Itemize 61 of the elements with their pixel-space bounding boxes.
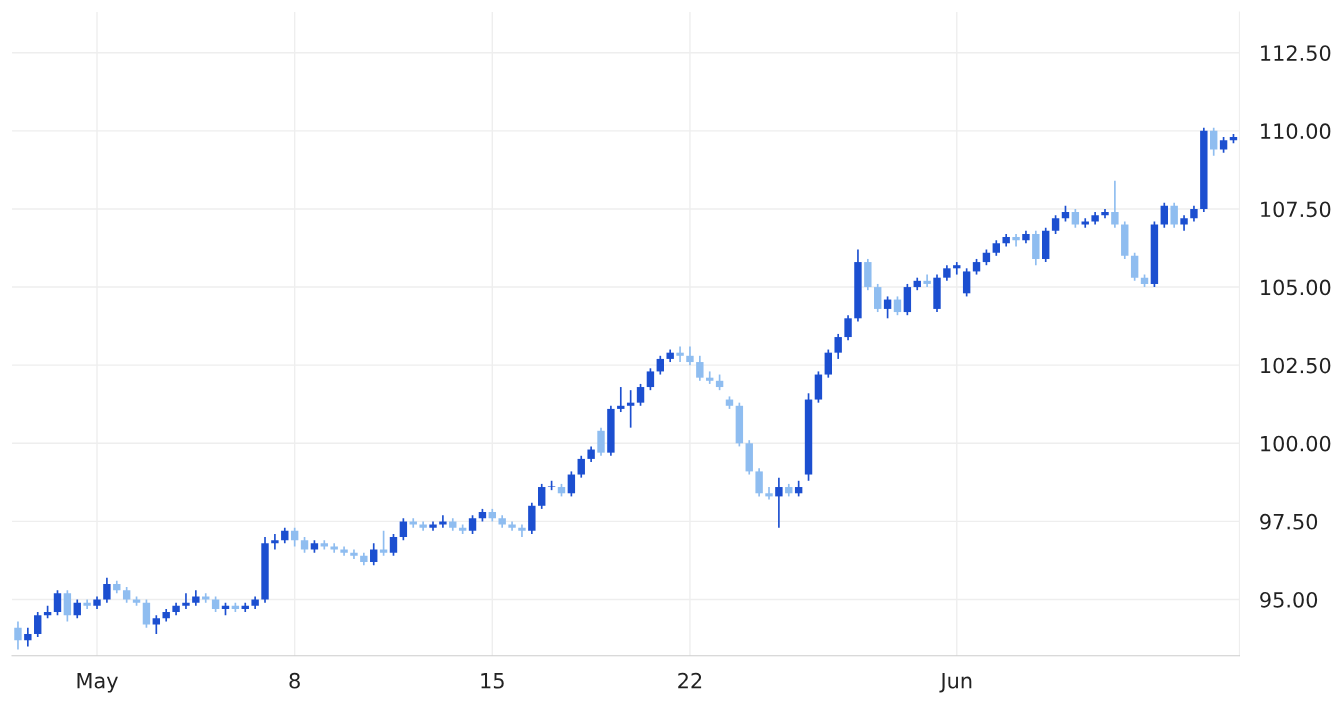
candlestick: [755, 467, 763, 498]
y-tick-label: 110.00: [1261, 123, 1331, 140]
candlestick: [399, 517, 408, 541]
candlestick: [686, 345, 694, 367]
candlestick: [577, 454, 585, 479]
y-tick-label: 102.50: [1261, 357, 1331, 374]
candlestick: [962, 267, 971, 298]
candlestick: [468, 514, 477, 535]
candlestick: [63, 589, 72, 623]
candlestick: [676, 345, 684, 363]
candlestick: [617, 386, 625, 413]
candlestick: [271, 533, 279, 551]
candlestick: [636, 383, 645, 407]
candlestick: [953, 261, 961, 276]
x-tick-label: 8: [289, 672, 300, 689]
candlestick: [874, 283, 882, 313]
y-tick-label: 107.50: [1261, 201, 1331, 218]
candlestick: [1130, 251, 1139, 282]
candlestick: [656, 354, 665, 376]
x-tick-label: 22: [678, 672, 702, 689]
candlestick: [389, 533, 398, 557]
candlestick: [893, 295, 902, 317]
y-tick-label: 112.50: [1261, 45, 1331, 61]
candlestick: [775, 476, 783, 529]
candlestick: [1160, 201, 1168, 229]
candlestick: [696, 354, 704, 382]
x-tick-label: May: [77, 673, 118, 693]
candlestick: [103, 576, 111, 604]
candlestick: [152, 614, 161, 635]
candlestick: [379, 529, 388, 557]
candlestick: [824, 348, 833, 379]
candlestick: [883, 295, 892, 320]
y-tick-label: 95.00: [1260, 591, 1318, 608]
x-tick-label: 15: [481, 673, 504, 689]
y-tick-label: 97.50: [1260, 513, 1318, 530]
candlestick: [844, 314, 852, 342]
candlestick: [538, 483, 546, 510]
candlestick: [1051, 214, 1060, 235]
candlestick: [34, 611, 42, 638]
x-tick-label: Jun: [939, 673, 972, 693]
candlestick: [24, 626, 32, 648]
candlestick: [1071, 208, 1080, 229]
candlestick: [706, 370, 714, 385]
candlestick: [1111, 179, 1119, 229]
candlestick: [765, 486, 773, 501]
candlestick: [1210, 126, 1218, 157]
candlestick: [597, 426, 605, 457]
candlestick: [182, 592, 190, 610]
candlestick: [567, 470, 576, 498]
candlestick: [1170, 201, 1178, 229]
candlestick: [626, 389, 635, 429]
candlestick: [834, 333, 842, 360]
candlestick: [370, 542, 378, 566]
candlestick: [290, 526, 299, 548]
candlestick: [646, 367, 655, 392]
candlestick: [53, 589, 62, 616]
y-tick-label: 100.00: [1261, 435, 1331, 452]
candlestick: [73, 598, 81, 620]
candlestick: [142, 598, 151, 629]
candlestick: [14, 620, 22, 651]
y-tick-label: 105.00: [1261, 279, 1331, 296]
